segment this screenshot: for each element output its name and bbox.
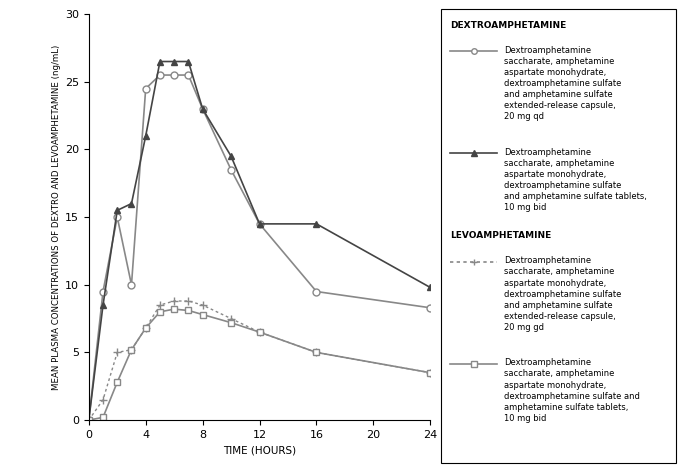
Text: Dextroamphetamine
saccharate, amphetamine
aspartate monohydrate,
dextroamphetami: Dextroamphetamine saccharate, amphetamin… — [504, 256, 622, 332]
Text: DEXTROAMPHETAMINE: DEXTROAMPHETAMINE — [450, 21, 566, 30]
Y-axis label: MEAN PLASMA CONCENTRATIONS OF DEXTRO AND LEVOAMPHETAMINE (ng/mL): MEAN PLASMA CONCENTRATIONS OF DEXTRO AND… — [52, 44, 61, 390]
Text: Dextroamphetamine
saccharate, amphetamine
aspartate monohydrate,
dextroamphetami: Dextroamphetamine saccharate, amphetamin… — [504, 46, 622, 121]
FancyBboxPatch shape — [441, 9, 676, 463]
Text: LEVOAMPHETAMINE: LEVOAMPHETAMINE — [450, 231, 551, 240]
Text: Dextroamphetamine
saccharate, amphetamine
aspartate monohydrate,
dextroamphetami: Dextroamphetamine saccharate, amphetamin… — [504, 148, 647, 212]
X-axis label: TIME (HOURS): TIME (HOURS) — [223, 446, 296, 455]
Text: Dextroamphetamine
saccharate, amphetamine
aspartate monohydrate,
dextroamphetami: Dextroamphetamine saccharate, amphetamin… — [504, 358, 640, 423]
